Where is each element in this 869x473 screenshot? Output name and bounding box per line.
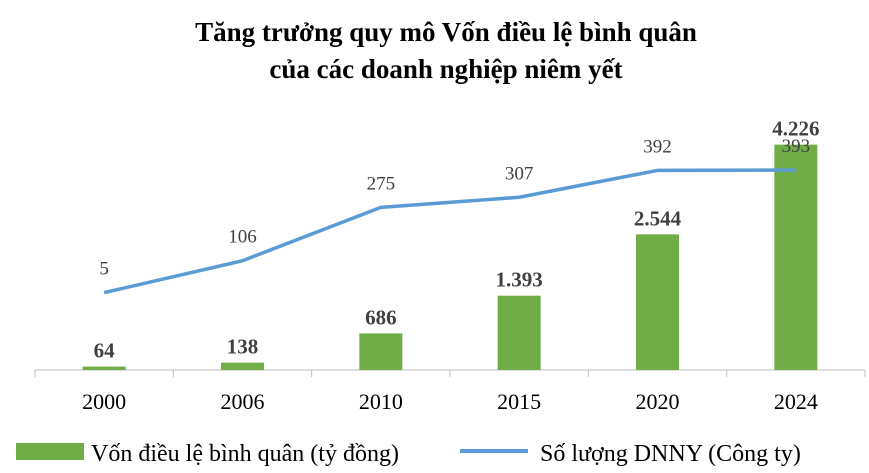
series-line <box>103 168 796 295</box>
bar-value-label: 4.226 <box>772 117 819 141</box>
bar <box>774 144 818 370</box>
x-tick-label: 2015 <box>497 389 541 414</box>
line-value-label: 307 <box>505 163 534 184</box>
bar <box>82 366 126 370</box>
line-value-label: 5 <box>99 259 109 280</box>
plot-area: 2000 2006 2010 2015 2020 2024 64 138 686 1.393 2.5… <box>34 117 866 414</box>
bar-value-label: 686 <box>365 305 397 329</box>
line-value-label: 275 <box>367 173 396 194</box>
bar-value-label: 1.393 <box>496 268 543 292</box>
line-value-label: 392 <box>643 136 672 157</box>
x-tick-label: 2006 <box>221 389 265 414</box>
bar <box>497 295 541 370</box>
x-tick-label: 2024 <box>774 389 818 414</box>
line-value-label: 393 <box>782 136 811 157</box>
bar-value-label: 138 <box>227 335 259 359</box>
legend-line-label: Số lượng DNNY (Công ty) <box>540 441 801 467</box>
chart-title-line-1: Tăng trưởng quy mô Vốn điều lệ bình quân <box>195 17 697 47</box>
bar-value-label: 2.544 <box>634 206 682 230</box>
line-value-label: 106 <box>228 227 257 248</box>
x-tick-label: 2000 <box>82 389 126 414</box>
x-tick-label: 2010 <box>359 389 403 414</box>
bar <box>636 234 679 370</box>
legend: Vốn điều lệ bình quân (tỷ đồng) Số lượng… <box>16 441 801 467</box>
bar-value-label: 64 <box>94 339 116 363</box>
chart-title-line-2: của các doanh nghiệp niêm yết <box>269 54 622 84</box>
legend-bar-label: Vốn điều lệ bình quân (tỷ đồng) <box>91 441 399 467</box>
bar <box>221 362 264 370</box>
bar <box>359 333 403 370</box>
x-tick-label: 2020 <box>636 389 680 414</box>
legend-bar-swatch <box>16 443 84 460</box>
